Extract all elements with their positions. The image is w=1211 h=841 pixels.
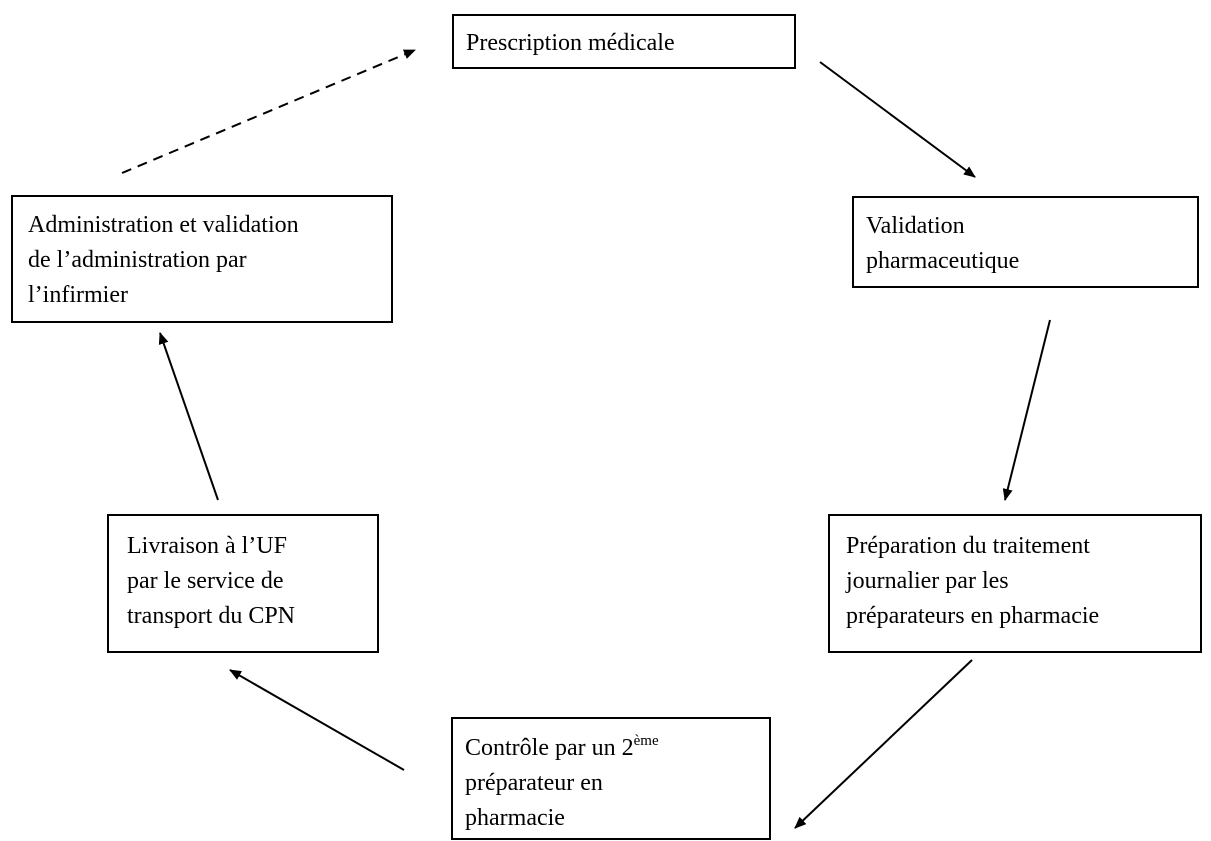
node-label: transport du CPN [127, 603, 295, 629]
node-label: de l’administration par [28, 247, 247, 273]
node-label: Contrôle par un 2ème [465, 733, 659, 761]
node-box [852, 196, 1199, 288]
node-label: Administration et validation [28, 212, 299, 238]
node-label: pharmacie [465, 805, 565, 831]
node-box [452, 14, 796, 69]
node-label: Validation [866, 213, 965, 239]
node-label: Prescription médicale [466, 30, 675, 56]
arrow [1002, 319, 1051, 501]
arrow [229, 669, 405, 771]
node-label: préparateurs en pharmacie [846, 603, 1099, 629]
node-box [451, 717, 771, 840]
node-label: par le service de [127, 568, 284, 594]
node-label: Préparation du traitement [846, 533, 1090, 559]
node-label-sup: ème [634, 733, 659, 749]
node-label-text: Contrôle par un 2 [465, 735, 634, 761]
node-label: journalier par les [845, 568, 1009, 594]
node-label: Livraison à l’UF [127, 533, 287, 559]
node-label: l’infirmier [28, 282, 128, 308]
node-label: préparateur en [465, 770, 603, 796]
node-box [828, 514, 1202, 653]
dashed-arrow [121, 49, 416, 174]
node-box [107, 514, 379, 653]
arrow [158, 332, 219, 501]
node-box [11, 195, 393, 323]
arrow [819, 61, 976, 178]
arrow [794, 659, 973, 829]
node-label: pharmaceutique [866, 248, 1019, 274]
